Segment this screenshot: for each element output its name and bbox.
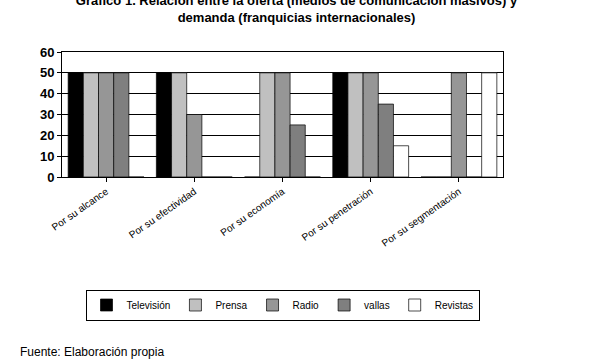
svg-text:40: 40 bbox=[40, 86, 54, 101]
svg-text:vallas: vallas bbox=[364, 300, 390, 311]
svg-text:Revistas: Revistas bbox=[435, 300, 473, 311]
svg-text:30: 30 bbox=[40, 107, 54, 122]
svg-text:Prensa: Prensa bbox=[215, 300, 247, 311]
svg-text:Por su alcance: Por su alcance bbox=[50, 185, 111, 232]
svg-text:Por su segmentación: Por su segmentación bbox=[380, 186, 463, 249]
svg-text:20: 20 bbox=[40, 128, 54, 143]
svg-text:0: 0 bbox=[47, 170, 54, 185]
svg-text:Por su penetración: Por su penetración bbox=[300, 186, 375, 243]
svg-text:60: 60 bbox=[40, 45, 54, 60]
svg-text:Fuente: Elaboración propia: Fuente: Elaboración propia bbox=[20, 345, 164, 359]
svg-text:Televisión: Televisión bbox=[127, 300, 171, 311]
svg-text:Gráfico 1. Relación entre la o: Gráfico 1. Relación entre la oferta (med… bbox=[76, 0, 518, 25]
svg-text:50: 50 bbox=[40, 65, 54, 80]
svg-text:10: 10 bbox=[40, 149, 54, 164]
svg-text:Por su efectividad: Por su efectividad bbox=[127, 186, 198, 241]
svg-text:Radio: Radio bbox=[293, 300, 320, 311]
svg-text:Por su economía: Por su economía bbox=[218, 185, 287, 238]
